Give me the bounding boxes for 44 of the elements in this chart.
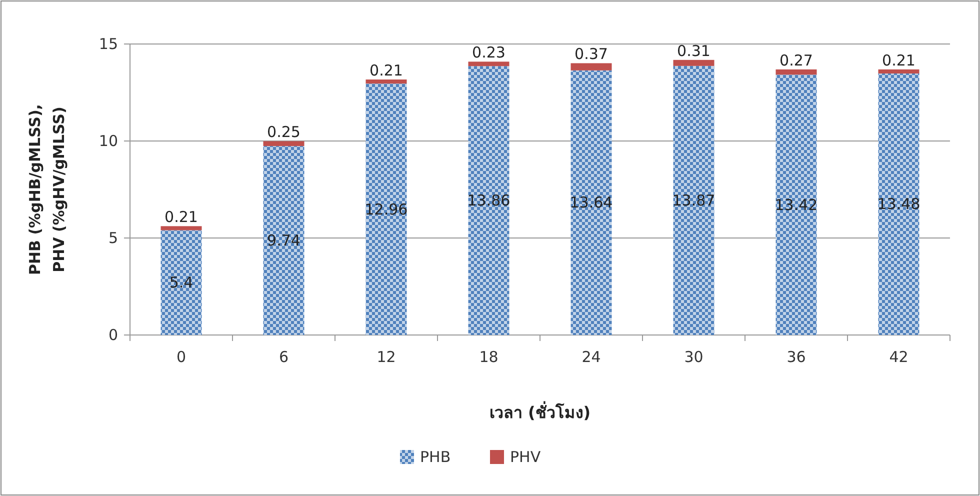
- data-label: 13.87: [672, 191, 716, 210]
- bar: [263, 141, 304, 146]
- bar: [160, 230, 202, 335]
- bar: [160, 226, 202, 230]
- data-label: 0.23: [472, 44, 506, 62]
- x-axis-title: เวลา (ชั่วโมง): [489, 401, 591, 422]
- data-label: 13.86: [467, 192, 510, 210]
- bar: [468, 66, 510, 335]
- data-label: 0.21: [882, 51, 916, 70]
- data-label: 13.48: [877, 195, 920, 214]
- bar: [570, 63, 612, 70]
- y-tick-label: 10: [98, 132, 118, 150]
- x-tick-label: 18: [479, 348, 498, 366]
- data-label: 0.21: [164, 208, 198, 226]
- bar: [366, 80, 407, 84]
- data-label: 0.27: [780, 51, 813, 70]
- x-tick-label: 36: [786, 348, 806, 366]
- x-tick-label: 6: [278, 348, 289, 366]
- x-tick-label: 12: [376, 348, 396, 366]
- data-label: 12.96: [364, 200, 408, 218]
- bar: [878, 69, 920, 74]
- x-tick-label: 24: [582, 348, 601, 366]
- x-tick-label: 30: [684, 348, 704, 366]
- x-tick-label: 0: [176, 348, 186, 366]
- bar: [468, 62, 510, 66]
- bar: [366, 84, 407, 335]
- legend-label: PHB: [420, 448, 451, 466]
- y-tick-label: 15: [98, 35, 118, 53]
- data-label: 0.31: [677, 42, 710, 60]
- bar: [673, 60, 714, 66]
- bar: [673, 66, 714, 335]
- y-tick-label: 5: [108, 229, 118, 247]
- bar: [878, 73, 920, 335]
- data-label: 0.25: [267, 123, 300, 142]
- bar: [263, 146, 304, 335]
- bar: [776, 69, 817, 75]
- data-label: 0.21: [370, 62, 403, 80]
- y-axis-title: PHB (%gHB/gMLSS), PHV (%gHV/gMLSS): [26, 104, 68, 275]
- x-tick-label: 42: [889, 348, 908, 366]
- legend-label: PHV: [510, 448, 542, 466]
- data-label: 0.37: [574, 45, 608, 64]
- bar: [570, 70, 612, 335]
- y-tick-label: 0: [108, 326, 118, 344]
- bar: [776, 74, 817, 335]
